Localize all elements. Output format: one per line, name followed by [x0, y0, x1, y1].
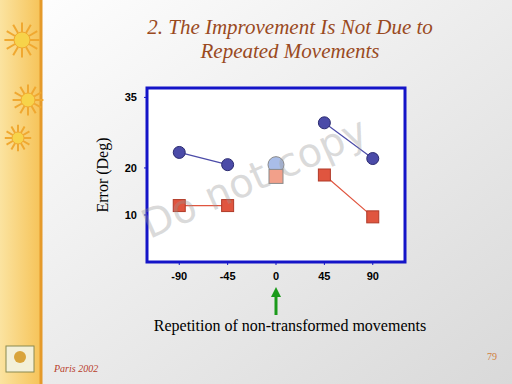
sun-decoration [13, 85, 44, 116]
side-stripe [0, 0, 40, 384]
sun-ray [7, 44, 15, 49]
sun-ray [17, 144, 19, 151]
page: {"chart_data": {"type": "line", "title":… [0, 0, 512, 384]
sun-ray [34, 104, 41, 108]
sun-ray [11, 143, 15, 149]
sun-ray [26, 47, 31, 55]
sun-ray [32, 87, 36, 94]
point [367, 211, 379, 223]
sun-core [12, 132, 24, 144]
sun-core [14, 32, 30, 48]
sun-ray [7, 131, 13, 135]
y-tick-label: 20 [125, 162, 137, 174]
footer: Paris 2002 [53, 363, 98, 374]
sun-ray [13, 99, 21, 101]
sun-ray [21, 48, 23, 58]
y-axis-label: Error (Deg) [94, 137, 112, 212]
x-tick-label: -90 [171, 270, 187, 282]
arrow-head [271, 287, 281, 297]
sun-ray [11, 127, 15, 133]
sun-ray [30, 39, 40, 41]
background [0, 0, 512, 384]
sun-ray [34, 92, 41, 96]
stripe-edge [40, 0, 43, 384]
sun-ray [15, 104, 22, 108]
logo [6, 346, 34, 372]
sun-ray [23, 141, 29, 145]
sun-ray [32, 106, 36, 113]
sun-ray [5, 137, 12, 139]
sun-ray [17, 125, 19, 132]
sun-core [21, 93, 35, 107]
point [367, 153, 379, 165]
sun-ray [26, 25, 31, 33]
y-tick-label: 10 [125, 209, 137, 221]
sun-ray [13, 25, 18, 33]
x-tick-label: -45 [220, 270, 236, 282]
slide: 2. The Improvement Is Not Due toRepeated… [0, 0, 512, 384]
sun-decoration [5, 125, 31, 151]
title-line: 2. The Improvement Is Not Due to [147, 15, 433, 39]
y-tick-label: 35 [125, 91, 137, 103]
sun-ray [27, 85, 29, 93]
x-axis-label: Repetition of non-transformed movements [154, 317, 426, 335]
sun-ray [15, 92, 22, 96]
page-number: 79 [487, 351, 497, 362]
sun-ray [24, 137, 31, 139]
sun-ray [20, 87, 24, 94]
sun-ray [35, 99, 43, 101]
sun-ray [20, 106, 24, 113]
title-line: Repeated Movements [199, 39, 379, 63]
sun-ray [21, 127, 25, 133]
title: 2. The Improvement Is Not Due toRepeated… [147, 15, 433, 63]
watermark: Do not copy [135, 107, 375, 247]
sun-ray [21, 22, 23, 32]
sun-ray [23, 131, 29, 135]
sun-ray [29, 44, 37, 49]
sun-ray [13, 47, 18, 55]
sun-ray [27, 107, 29, 115]
arrow-shaft [275, 296, 278, 315]
sun-decoration [4, 22, 39, 57]
x-tick-label: 0 [273, 270, 279, 282]
sun-ray [7, 141, 13, 145]
sun-ray [4, 39, 14, 41]
x-tick-label: 90 [367, 270, 379, 282]
x-tick-label: 45 [318, 270, 330, 282]
logo-mark [14, 351, 26, 363]
sun-ray [21, 143, 25, 149]
point [173, 146, 185, 158]
sun-ray [29, 31, 37, 36]
sun-ray [7, 31, 15, 36]
